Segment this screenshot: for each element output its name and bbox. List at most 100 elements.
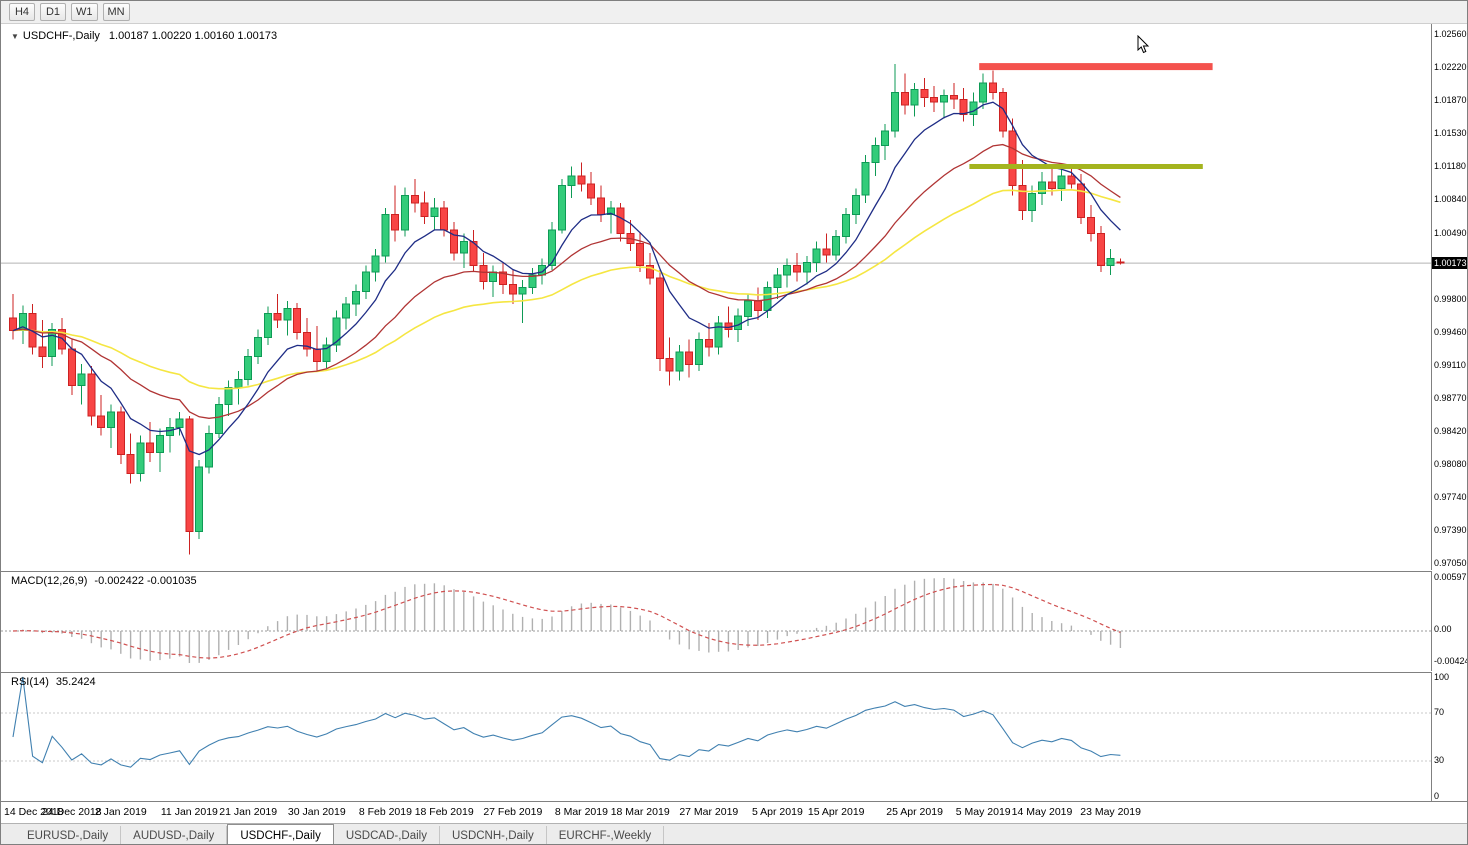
macd-axis-label: 0.00597 [1434, 572, 1467, 582]
candle-body [1116, 261, 1125, 264]
candle-body [1047, 181, 1056, 190]
slow-ma-line [12, 188, 1121, 390]
candle-body [116, 411, 125, 455]
time-axis-label: 5 Apr 2019 [751, 806, 803, 818]
candle-body [77, 373, 86, 386]
macd-axis-label: 0.00 [1434, 624, 1452, 634]
candle-body [1087, 216, 1095, 235]
candle-body [577, 175, 586, 185]
candle-body [381, 214, 390, 257]
candle-body [998, 92, 1007, 132]
candle-body [283, 308, 292, 321]
candle-body [842, 214, 850, 238]
main-price-chart-canvas[interactable] [1, 24, 1431, 569]
rsi-line [12, 676, 1121, 768]
timeframe-toolbar: H4 D1 W1 MN [1, 1, 1467, 24]
current-price-tag: 1.00173 [1432, 257, 1467, 269]
candle-body [146, 442, 155, 454]
candle-body [303, 332, 311, 350]
chart-area-background [1, 24, 1467, 823]
candle-body [646, 264, 654, 279]
candle-body [185, 418, 194, 532]
rsi-indicator-value: 35.2424 [55, 676, 96, 688]
timeframe-mn-button[interactable]: MN [102, 3, 130, 21]
candle-body [910, 89, 919, 106]
candle-body [1057, 175, 1066, 190]
candle-body [989, 82, 997, 94]
rsi-axis-label: 100 [1434, 672, 1450, 682]
macd-axis: 0.00597 0.00 -0.004243 [1431, 571, 1467, 671]
tab-usdcnh-daily[interactable]: USDCNH-,Daily [440, 826, 547, 844]
candle-body [979, 82, 988, 103]
time-axis-label: 11 Jan 2019 [160, 806, 218, 818]
candle-body [822, 248, 831, 256]
price-axis[interactable]: 1.02560 1.02220 1.01870 1.01530 1.01180 1.008… [1431, 24, 1467, 570]
time-axis-label: 8 Feb 2019 [358, 806, 412, 818]
price-axis-label: 0.99460 [1434, 327, 1467, 337]
candle-body [234, 379, 243, 388]
time-axis-label: 23 May 2019 [1080, 806, 1141, 818]
candle-body [695, 338, 703, 365]
tab-usdchf-daily[interactable]: USDCHF-,Daily [227, 824, 334, 844]
candle-body [881, 130, 890, 146]
macd-indicator-panel[interactable] [1, 571, 1431, 671]
chart-collapse-icon[interactable]: ▼ [11, 32, 19, 41]
candle-body [244, 356, 253, 381]
time-axis-label: 18 Feb 2019 [414, 806, 474, 818]
candle-body [459, 240, 468, 254]
candle-body [1038, 181, 1046, 194]
rsi-indicator-panel[interactable] [1, 672, 1431, 801]
macd-signal-line [12, 583, 1121, 659]
timeframe-d1-button[interactable]: D1 [40, 3, 66, 21]
chart-header: ▼ USDCHF-,Daily 1.00187 1.00220 1.00160 1.… [11, 30, 277, 42]
candle-body [636, 242, 645, 266]
candle-body [440, 207, 449, 231]
time-axis[interactable]: 14 Dec 2018 24 Dec 2018 2 Jan 2019 11 Jan 2… [1, 801, 1467, 823]
price-axis-label: 1.01180 [1434, 161, 1466, 171]
macd-panel-label: MACD(12,26,9) -0.002422 -0.001035 [11, 575, 197, 587]
time-axis-label: 2 Jan 2019 [94, 806, 147, 818]
time-axis-label: 8 Mar 2019 [554, 806, 608, 818]
support-band[interactable] [969, 164, 1203, 169]
tab-usdcad-daily[interactable]: USDCAD-,Daily [334, 826, 440, 844]
candle-body [87, 373, 96, 417]
time-axis-label: 21 Jan 2019 [219, 806, 278, 818]
timeframe-w1-button[interactable]: W1 [71, 3, 98, 21]
candle-body [930, 96, 939, 103]
candle-body [469, 240, 478, 266]
candle-body [420, 202, 429, 217]
tab-eurusd-daily[interactable]: EURUSD-,Daily [15, 826, 122, 844]
candle-body [430, 207, 439, 217]
candle-body [959, 98, 968, 116]
time-axis-label: 27 Mar 2019 [679, 806, 739, 818]
macd-axis-label: -0.004243 [1434, 656, 1467, 666]
candle-body [489, 271, 498, 283]
resistance-band[interactable] [979, 63, 1213, 71]
candle-body [812, 248, 821, 263]
candle-body [1067, 175, 1076, 185]
macd-indicator-values: -0.002422 -0.001035 [94, 575, 197, 587]
price-axis-label: 1.00840 [1434, 194, 1467, 204]
candle-body [175, 418, 184, 429]
tab-audusd-daily[interactable]: AUDUSD-,Daily [121, 826, 228, 844]
candle-body [18, 312, 27, 332]
candles-group [9, 63, 1125, 555]
candle-body [704, 338, 713, 348]
candle-body [214, 404, 223, 434]
candle-body [450, 229, 458, 254]
price-axis-label: 1.01530 [1434, 128, 1467, 138]
candle-body [293, 308, 302, 334]
medium-ma-line [12, 143, 1121, 419]
candle-body [969, 101, 978, 116]
timeframe-h4-button[interactable]: H4 [9, 3, 35, 21]
candle-body [734, 315, 743, 331]
rsi-axis-label: 70 [1434, 707, 1445, 717]
tab-eurchf-weekly[interactable]: EURCHF-,Weekly [547, 826, 665, 844]
candle-body [107, 411, 115, 429]
candle-body [126, 454, 135, 475]
time-axis-label: 27 Feb 2019 [483, 806, 543, 818]
time-axis-label: 14 Dec 2018 [4, 806, 64, 818]
rsi-indicator-name: RSI(14) [11, 676, 49, 688]
candle-body [1018, 185, 1027, 212]
time-axis-label: 30 Jan 2019 [287, 806, 346, 818]
